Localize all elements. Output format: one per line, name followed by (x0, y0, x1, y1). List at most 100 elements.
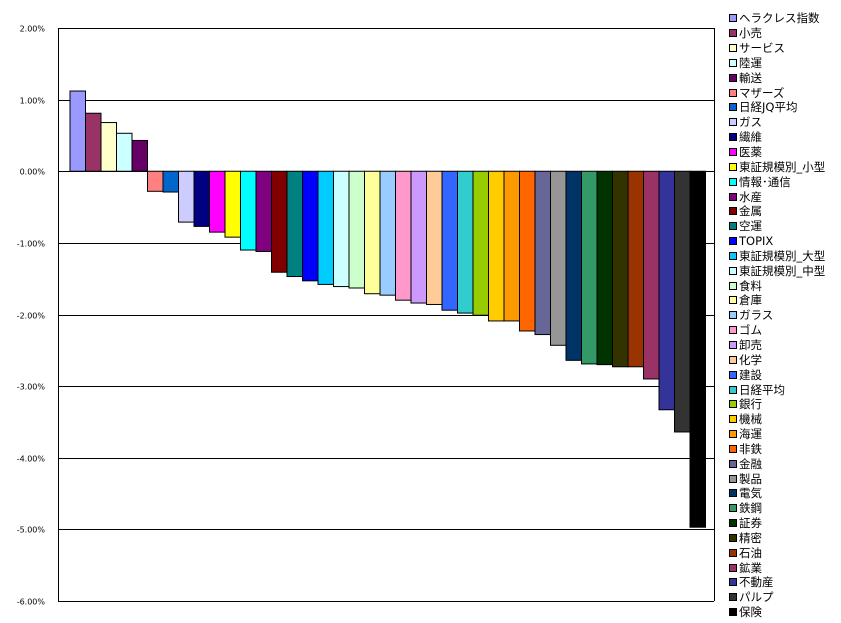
y-tick-label: 0.00% (20, 168, 46, 177)
bar-22 (395, 170, 412, 301)
legend-label: 建設 (739, 367, 762, 382)
legend-swatch (729, 430, 737, 439)
legend-item: 情報･通信 (729, 174, 825, 189)
legend-swatch (729, 355, 737, 364)
legend-item: 非鉄 (729, 441, 825, 456)
legend-label: 水産 (739, 189, 762, 204)
legend-swatch (729, 266, 737, 275)
bar-1 (69, 90, 86, 172)
legend-swatch (729, 192, 737, 201)
legend-label: 食料 (739, 278, 762, 293)
y-tick-label: -2.00% (17, 312, 46, 321)
y-tick-label: -5.00% (17, 526, 46, 535)
legend-label: 日経JQ平均 (739, 100, 798, 115)
bar-27 (472, 170, 489, 316)
legend-item: 空運 (729, 219, 825, 234)
bar-37 (627, 170, 644, 368)
legend-item: 日経平均 (729, 382, 825, 397)
legend-item: 医薬 (729, 145, 825, 160)
legend-swatch (729, 489, 737, 498)
bar-40 (674, 170, 691, 433)
legend-label: 東証規模別_大型 (739, 248, 826, 263)
legend-swatch (729, 533, 737, 542)
legend-label: 東証規模別_中型 (739, 263, 826, 278)
legend-label: ゴム (739, 323, 762, 338)
legend-swatch (729, 88, 737, 97)
legend-swatch (729, 177, 737, 186)
bar-25 (441, 170, 458, 311)
bar-28 (488, 170, 505, 322)
bar-3 (100, 122, 117, 172)
legend-swatch (729, 14, 737, 23)
legend-swatch (729, 207, 737, 216)
legend-item: 倉庫 (729, 293, 825, 308)
legend-label: 倉庫 (739, 293, 762, 308)
legend-item: ガス (729, 115, 825, 130)
legend-label: 卸売 (739, 337, 762, 352)
bar-11 (224, 170, 241, 238)
legend-swatch (729, 118, 737, 127)
legend-label: 保険 (739, 605, 762, 620)
legend-swatch (729, 593, 737, 602)
legend-item: 金融 (729, 456, 825, 471)
bar-15 (286, 170, 303, 278)
y-tick-label: -1.00% (17, 240, 46, 249)
legend-swatch (729, 237, 737, 246)
y-tick-label: 1.00% (20, 97, 46, 106)
bar-38 (643, 170, 660, 380)
legend-swatch (729, 29, 737, 38)
legend-swatch (729, 281, 737, 290)
legend-label: 日経平均 (739, 382, 785, 397)
legend-label: ヘラクレス指数 (739, 11, 820, 26)
legend-label: 不動産 (739, 575, 774, 590)
legend-label: 鉄鋼 (739, 501, 762, 516)
legend-label: 機械 (739, 412, 762, 427)
legend-label: TOPIX (739, 234, 774, 249)
legend-item: 海運 (729, 427, 825, 442)
legend-swatch (729, 44, 737, 53)
legend-item: 食料 (729, 278, 825, 293)
legend-label: 非鉄 (739, 441, 762, 456)
legend-item: ガラス (729, 308, 825, 323)
legend-item: 精密 (729, 531, 825, 546)
y-tick-label: -4.00% (17, 455, 46, 464)
bar-10 (209, 170, 226, 233)
bar-29 (503, 170, 520, 322)
legend-swatch (729, 133, 737, 142)
legend-item: 化学 (729, 352, 825, 367)
legend-label: 陸運 (739, 55, 762, 70)
legend-swatch (729, 400, 737, 409)
legend-label: 証券 (739, 516, 762, 531)
bar-14 (271, 170, 288, 273)
legend-item: 東証規模別_中型 (729, 263, 825, 278)
bar-33 (565, 170, 582, 361)
legend-label: 電気 (739, 486, 762, 501)
legend-item: 鉄鋼 (729, 501, 825, 516)
bar-9 (193, 170, 210, 227)
y-tick-label: -3.00% (17, 383, 46, 392)
legend-swatch (729, 578, 737, 587)
legend-label: 銀行 (739, 397, 762, 412)
legend-item: サービス (729, 41, 825, 56)
legend-swatch (729, 444, 737, 453)
legend-swatch (729, 504, 737, 513)
legend-item: パルプ (729, 590, 825, 605)
legend-swatch (729, 370, 737, 379)
legend-swatch (729, 162, 737, 171)
legend-item: ヘラクレス指数 (729, 11, 825, 26)
legend-label: 医薬 (739, 145, 762, 160)
legend-swatch (729, 548, 737, 557)
bar-26 (457, 170, 474, 314)
legend-item: 証券 (729, 516, 825, 531)
legend-label: 精密 (739, 530, 762, 545)
legend-label: 情報･通信 (739, 174, 791, 189)
bar-18 (333, 170, 350, 288)
bar-7 (162, 170, 179, 193)
bar-13 (255, 170, 272, 252)
legend-label: 東証規模別_小型 (739, 159, 826, 174)
legend-swatch (729, 311, 737, 320)
legend-swatch (729, 58, 737, 67)
legend-label: 製品 (739, 471, 762, 486)
legend-item: 製品 (729, 471, 825, 486)
